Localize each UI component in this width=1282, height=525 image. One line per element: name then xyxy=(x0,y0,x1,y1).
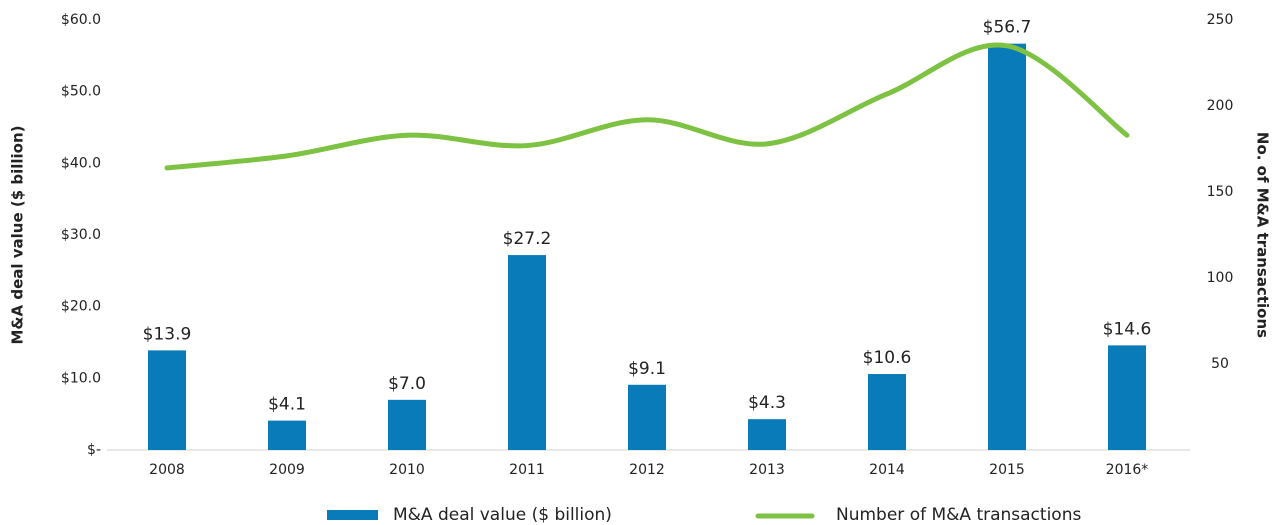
bar-value-label: $7.0 xyxy=(388,374,426,394)
y-tick-label: $40.0 xyxy=(61,155,101,171)
legend-swatch xyxy=(327,510,378,520)
bar xyxy=(868,374,906,450)
line xyxy=(164,42,1130,171)
bar-value-label: $14.6 xyxy=(1103,319,1152,339)
x-tick-label: 2013 xyxy=(749,462,785,478)
legend-label: M&A deal value ($ billion) xyxy=(393,505,612,525)
y-tick-label: $30.0 xyxy=(61,227,101,243)
bar xyxy=(508,255,546,450)
bar xyxy=(388,399,426,450)
bar xyxy=(268,420,306,450)
x-tick-label: 2014 xyxy=(869,462,905,478)
x-tick-label: 2012 xyxy=(629,462,665,478)
y2-tick-label: 100 xyxy=(1207,270,1234,286)
legend-label: Number of M&A transactions xyxy=(836,505,1081,525)
bar xyxy=(628,384,666,450)
x-tick-label: 2011 xyxy=(509,462,545,478)
bar-value-label: $27.2 xyxy=(503,229,552,249)
bar-value-label: $13.9 xyxy=(143,324,192,344)
bar-value-label: $9.1 xyxy=(628,359,666,379)
y2-tick-label: 150 xyxy=(1207,184,1234,200)
x-tick-label: 2010 xyxy=(389,462,425,478)
y2-tick-label: 50 xyxy=(1211,356,1229,372)
bar xyxy=(988,43,1026,451)
y2-tick-label: 250 xyxy=(1207,12,1234,28)
bar-value-label: $10.6 xyxy=(863,348,912,368)
x-tick-label: 2016* xyxy=(1106,462,1149,478)
bar-value-label: $56.7 xyxy=(983,18,1032,38)
y2-axis-title: No. of M&A transactions xyxy=(1254,132,1272,338)
bar xyxy=(748,419,786,450)
y2-tick-label: 200 xyxy=(1207,98,1234,114)
bar-value-label: $4.1 xyxy=(268,395,306,415)
bar-value-label: $4.3 xyxy=(748,393,786,413)
x-tick-label: 2008 xyxy=(149,462,185,478)
y-tick-label: $60.0 xyxy=(61,12,101,28)
bar xyxy=(148,350,186,450)
bar xyxy=(1108,345,1146,450)
y-tick-label: $20.0 xyxy=(61,299,101,315)
y-tick-label: $- xyxy=(87,442,101,458)
y-axis-title: M&A deal value ($ billion) xyxy=(9,125,27,344)
x-tick-label: 2009 xyxy=(269,462,305,478)
y-tick-label: $50.0 xyxy=(61,84,101,100)
y-tick-label: $10.0 xyxy=(61,370,101,386)
x-tick-label: 2015 xyxy=(989,462,1025,478)
